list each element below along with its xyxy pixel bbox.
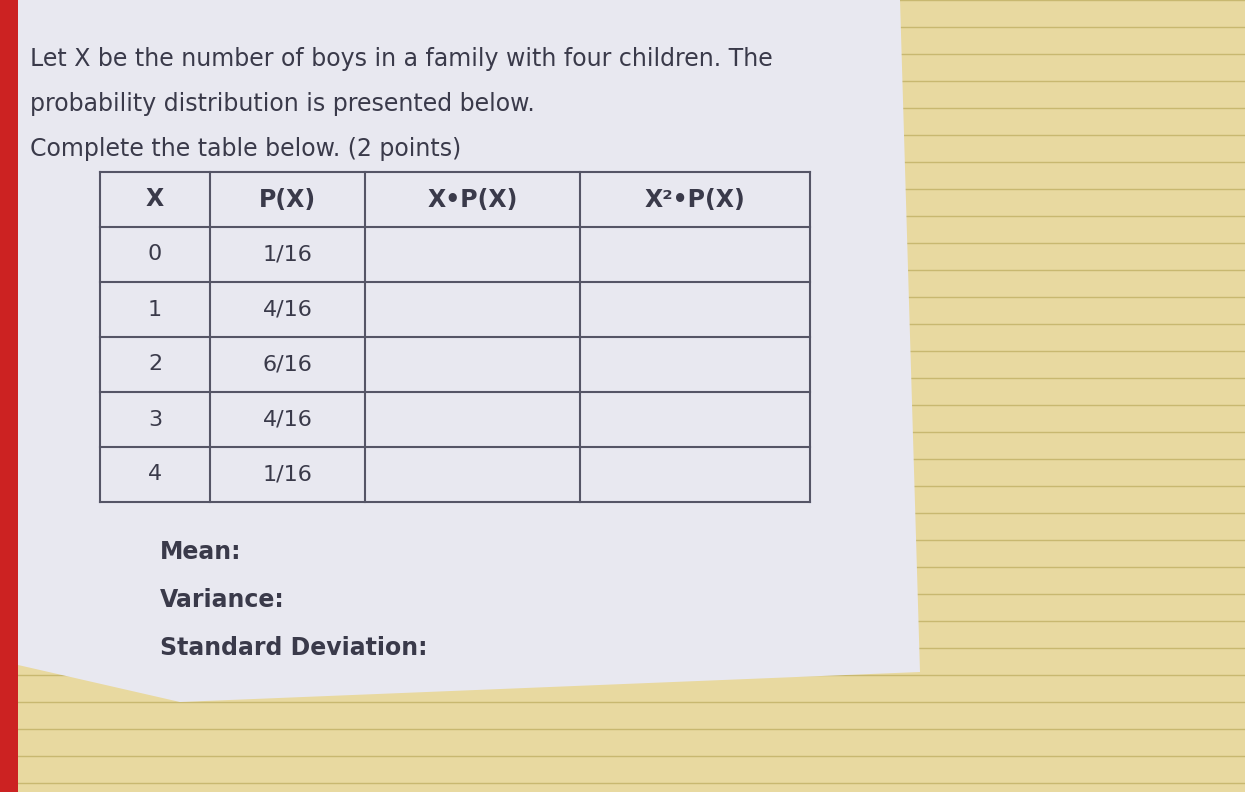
Text: 4/16: 4/16 [263, 299, 312, 319]
Text: X•P(X): X•P(X) [427, 188, 518, 211]
Text: 4: 4 [148, 464, 162, 485]
Bar [0, 0, 17, 792]
Text: X²•P(X): X²•P(X) [645, 188, 746, 211]
Text: X: X [146, 188, 164, 211]
Text: P(X): P(X) [259, 188, 316, 211]
Text: 6/16: 6/16 [263, 355, 312, 375]
Text: Standard Deviation:: Standard Deviation: [161, 636, 427, 660]
Polygon shape [5, 0, 920, 702]
Text: 1: 1 [148, 299, 162, 319]
Text: probability distribution is presented below.: probability distribution is presented be… [30, 92, 535, 116]
Text: 0: 0 [148, 245, 162, 265]
Text: 1/16: 1/16 [263, 464, 312, 485]
Text: Mean:: Mean: [161, 540, 242, 564]
Text: Complete the table below. (2 points): Complete the table below. (2 points) [30, 137, 461, 161]
Text: 3: 3 [148, 409, 162, 429]
Text: 1/16: 1/16 [263, 245, 312, 265]
Text: Let X be the number of boys in a family with four children. The: Let X be the number of boys in a family … [30, 47, 773, 71]
Text: 4/16: 4/16 [263, 409, 312, 429]
Text: Variance:: Variance: [161, 588, 285, 612]
Text: 2: 2 [148, 355, 162, 375]
